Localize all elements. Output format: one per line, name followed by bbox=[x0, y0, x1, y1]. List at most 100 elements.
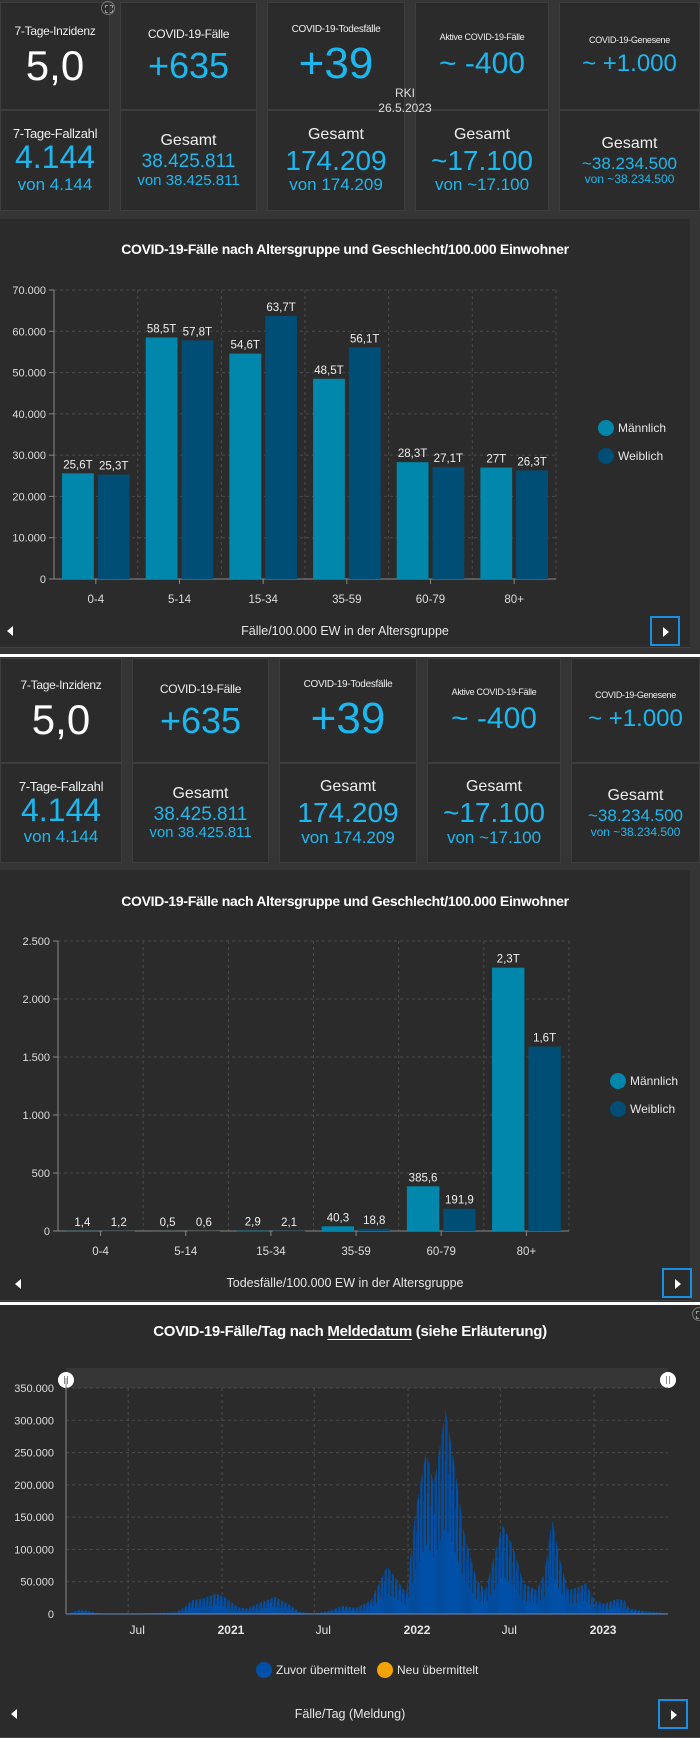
daily-bar[interactable] bbox=[560, 1565, 562, 1614]
daily-bar[interactable] bbox=[197, 1607, 199, 1614]
daily-bar[interactable] bbox=[613, 1600, 615, 1614]
daily-bar[interactable] bbox=[335, 1608, 336, 1614]
daily-bar[interactable] bbox=[632, 1609, 634, 1614]
daily-bar[interactable] bbox=[560, 1563, 562, 1614]
daily-bar[interactable] bbox=[488, 1576, 490, 1614]
daily-bar[interactable] bbox=[218, 1594, 220, 1614]
daily-bar[interactable] bbox=[190, 1608, 192, 1614]
daily-bar[interactable] bbox=[621, 1599, 623, 1614]
daily-bar[interactable] bbox=[230, 1608, 231, 1614]
daily-bar[interactable] bbox=[80, 1612, 81, 1614]
daily-bar[interactable] bbox=[502, 1526, 504, 1614]
daily-bar[interactable] bbox=[189, 1601, 191, 1614]
daily-bar[interactable] bbox=[383, 1596, 385, 1614]
daily-bar[interactable] bbox=[567, 1588, 568, 1614]
daily-bar[interactable] bbox=[409, 1577, 410, 1614]
daily-bar[interactable] bbox=[340, 1610, 341, 1614]
daily-bar[interactable] bbox=[252, 1608, 253, 1614]
daily-bar[interactable] bbox=[250, 1607, 251, 1614]
daily-bar[interactable] bbox=[302, 1612, 303, 1614]
daily-bar[interactable] bbox=[499, 1534, 501, 1614]
daily-bar[interactable] bbox=[367, 1601, 369, 1614]
next-chart-button[interactable] bbox=[662, 1268, 692, 1298]
daily-bar[interactable] bbox=[451, 1490, 453, 1614]
daily-bar[interactable] bbox=[524, 1584, 525, 1614]
daily-bar[interactable] bbox=[506, 1535, 508, 1614]
daily-bar[interactable] bbox=[608, 1608, 610, 1614]
daily-bar[interactable] bbox=[596, 1601, 598, 1614]
daily-bar[interactable] bbox=[622, 1608, 624, 1614]
daily-bar[interactable] bbox=[511, 1584, 513, 1614]
daily-bar[interactable] bbox=[472, 1592, 473, 1614]
daily-bar[interactable] bbox=[575, 1602, 577, 1614]
daily-bar[interactable] bbox=[234, 1604, 236, 1614]
daily-bar[interactable] bbox=[622, 1608, 623, 1614]
daily-bar[interactable] bbox=[274, 1597, 276, 1614]
daily-bar[interactable] bbox=[476, 1599, 478, 1614]
daily-bar[interactable] bbox=[290, 1610, 291, 1614]
daily-bar[interactable] bbox=[230, 1604, 232, 1614]
daily-bar[interactable] bbox=[166, 1612, 168, 1614]
daily-bar[interactable] bbox=[588, 1589, 590, 1614]
daily-bar[interactable] bbox=[590, 1604, 591, 1614]
daily-bar[interactable] bbox=[332, 1609, 334, 1614]
daily-bar[interactable] bbox=[350, 1611, 352, 1614]
daily-bar[interactable] bbox=[616, 1602, 617, 1614]
daily-bar[interactable] bbox=[77, 1610, 79, 1614]
daily-bar[interactable] bbox=[302, 1612, 304, 1614]
daily-bar[interactable] bbox=[266, 1603, 268, 1614]
daily-bar[interactable] bbox=[626, 1609, 627, 1614]
daily-bar[interactable] bbox=[296, 1610, 298, 1614]
daily-bar[interactable] bbox=[525, 1584, 526, 1614]
daily-bar[interactable] bbox=[89, 1611, 91, 1614]
daily-bar[interactable] bbox=[440, 1540, 441, 1614]
daily-bar[interactable] bbox=[374, 1592, 376, 1614]
daily-bar[interactable] bbox=[347, 1610, 349, 1614]
daily-bar[interactable] bbox=[539, 1583, 541, 1614]
daily-bar[interactable] bbox=[87, 1611, 89, 1614]
bar-weiblich-0-4[interactable] bbox=[102, 1230, 135, 1232]
daily-bar[interactable] bbox=[468, 1587, 470, 1614]
daily-bar[interactable] bbox=[551, 1541, 553, 1614]
daily-bar[interactable] bbox=[544, 1596, 545, 1614]
daily-bar[interactable] bbox=[457, 1489, 459, 1614]
daily-bar[interactable] bbox=[82, 1610, 84, 1614]
daily-bar[interactable] bbox=[656, 1612, 657, 1614]
daily-bar[interactable] bbox=[635, 1609, 637, 1614]
daily-bar[interactable] bbox=[361, 1605, 362, 1614]
daily-bar[interactable] bbox=[331, 1610, 333, 1614]
daily-bar[interactable] bbox=[418, 1561, 420, 1614]
daily-bar[interactable] bbox=[631, 1609, 633, 1614]
daily-bar[interactable] bbox=[282, 1601, 284, 1614]
daily-bar[interactable] bbox=[93, 1612, 94, 1614]
daily-bar[interactable] bbox=[365, 1609, 367, 1614]
daily-bar[interactable] bbox=[385, 1568, 387, 1614]
daily-bar[interactable] bbox=[258, 1609, 259, 1614]
daily-bar[interactable] bbox=[562, 1573, 564, 1614]
daily-bar[interactable] bbox=[196, 1599, 198, 1614]
daily-bar[interactable] bbox=[190, 1608, 192, 1614]
daily-bar[interactable] bbox=[636, 1612, 638, 1614]
daily-bar[interactable] bbox=[272, 1607, 274, 1614]
daily-bar[interactable] bbox=[463, 1529, 464, 1614]
daily-bar[interactable] bbox=[556, 1543, 558, 1614]
daily-bar[interactable] bbox=[375, 1603, 377, 1614]
daily-bar[interactable] bbox=[81, 1610, 83, 1614]
daily-bar[interactable] bbox=[360, 1605, 362, 1614]
daily-bar[interactable] bbox=[457, 1562, 459, 1614]
daily-bar[interactable] bbox=[459, 1527, 460, 1614]
daily-bar[interactable] bbox=[495, 1549, 497, 1614]
daily-bar[interactable] bbox=[421, 1474, 423, 1614]
daily-bar[interactable] bbox=[73, 1612, 75, 1614]
daily-bar[interactable] bbox=[645, 1611, 646, 1614]
daily-bar[interactable] bbox=[330, 1611, 332, 1614]
daily-bar[interactable] bbox=[336, 1608, 337, 1614]
daily-bar[interactable] bbox=[449, 1436, 451, 1614]
daily-bar[interactable] bbox=[183, 1611, 185, 1614]
daily-bar[interactable] bbox=[246, 1608, 248, 1614]
daily-bar[interactable] bbox=[194, 1603, 196, 1614]
daily-bar[interactable] bbox=[542, 1577, 543, 1614]
daily-bar[interactable] bbox=[442, 1430, 443, 1614]
daily-bar[interactable] bbox=[273, 1597, 275, 1614]
daily-bar[interactable] bbox=[204, 1597, 205, 1614]
